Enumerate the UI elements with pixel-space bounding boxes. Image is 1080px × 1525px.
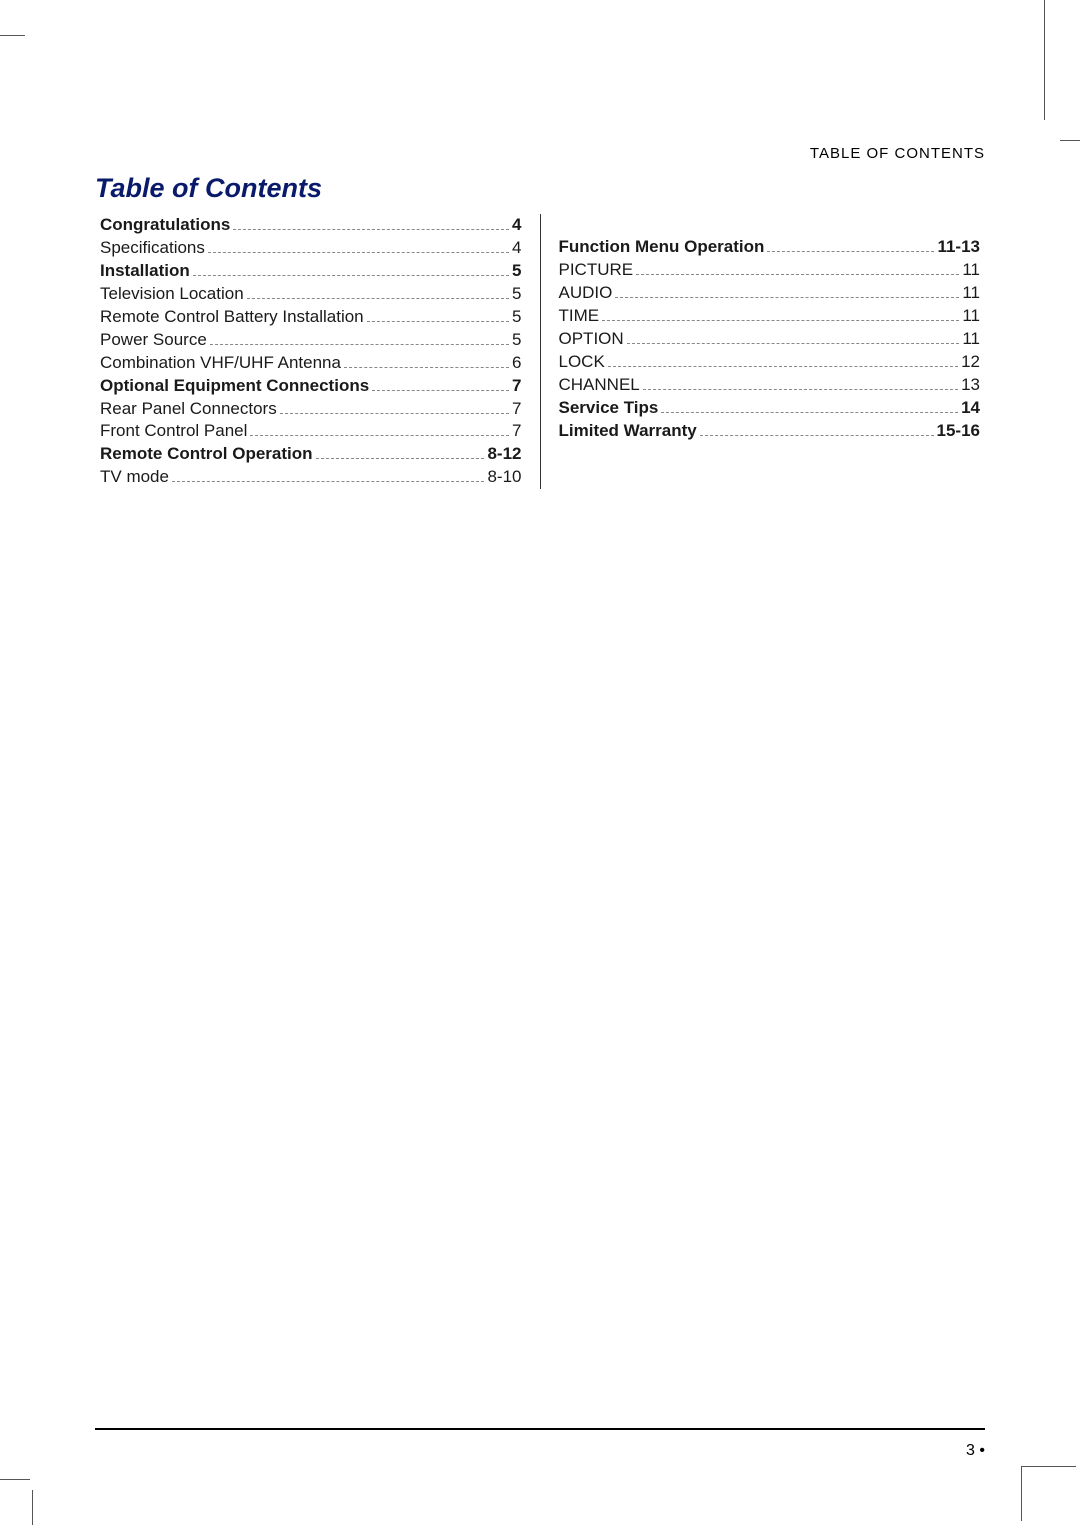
- toc-left-column: Congratulations4Specifications4Installat…: [95, 214, 541, 489]
- page-number-bullet: •: [975, 1442, 985, 1459]
- toc-row: Remote Control Battery Installation 5: [100, 306, 522, 329]
- toc-label: TV mode: [100, 466, 169, 489]
- toc-row: Installation 5: [100, 260, 522, 283]
- toc-label: Congratulations: [100, 214, 230, 237]
- toc-page: 8-10: [487, 466, 521, 489]
- toc-leader: [767, 251, 934, 252]
- toc-row: PICTURE 11: [559, 259, 981, 282]
- toc-page: 4: [512, 237, 521, 260]
- toc-leader: [700, 435, 934, 436]
- toc-right-column: Function Menu Operation11-13PICTURE11AUD…: [541, 214, 986, 489]
- toc-label: CHANNEL: [559, 374, 640, 397]
- toc-leader: [280, 413, 509, 414]
- toc-container: Congratulations4Specifications4Installat…: [95, 214, 985, 489]
- header-label: TABLE OF CONTENTS: [810, 145, 985, 162]
- toc-page: 5: [512, 329, 521, 352]
- crop-mark: [32, 1490, 33, 1525]
- toc-label: OPTION: [559, 328, 624, 351]
- toc-leader: [208, 252, 509, 253]
- toc-label: PICTURE: [559, 259, 634, 282]
- crop-mark: [1044, 0, 1045, 120]
- toc-leader: [615, 297, 959, 298]
- toc-page: 8-12: [487, 443, 521, 466]
- toc-label: Combination VHF/UHF Antenna: [100, 352, 341, 375]
- toc-leader: [636, 274, 959, 275]
- crop-mark: [1060, 140, 1080, 141]
- toc-row: Specifications 4: [100, 237, 522, 260]
- toc-label: TIME: [559, 305, 600, 328]
- toc-row: Front Control Panel 7: [100, 420, 522, 443]
- toc-leader: [367, 321, 509, 322]
- toc-row: Combination VHF/UHF Antenna 6: [100, 352, 522, 375]
- toc-label: Front Control Panel: [100, 420, 247, 443]
- toc-leader: [172, 481, 484, 482]
- toc-leader: [316, 458, 485, 459]
- toc-page: 4: [512, 214, 521, 237]
- toc-leader: [627, 343, 960, 344]
- toc-label: LOCK: [559, 351, 605, 374]
- toc-page: 11: [962, 259, 980, 282]
- toc-row: AUDIO 11: [559, 282, 981, 305]
- toc-row: Optional Equipment Connections 7: [100, 375, 522, 398]
- toc-leader: [247, 298, 509, 299]
- toc-page: 14: [961, 397, 980, 420]
- toc-label: Rear Panel Connectors: [100, 398, 277, 421]
- toc-page: 12: [961, 351, 980, 374]
- toc-leader: [602, 320, 959, 321]
- toc-page: 5: [512, 260, 521, 283]
- footer-rule: [95, 1428, 985, 1430]
- toc-leader: [643, 389, 958, 390]
- toc-label: Specifications: [100, 237, 205, 260]
- toc-row: TV mode 8-10: [100, 466, 522, 489]
- page-title: Table of Contents: [95, 173, 985, 204]
- page-number: 3 •: [966, 1442, 985, 1460]
- toc-row: Television Location 5: [100, 283, 522, 306]
- toc-page: 15-16: [937, 420, 980, 443]
- crop-mark: [0, 1479, 30, 1480]
- toc-page: 7: [512, 420, 521, 443]
- toc-page: 7: [512, 398, 521, 421]
- toc-page: 11: [962, 305, 980, 328]
- toc-label: Optional Equipment Connections: [100, 375, 369, 398]
- toc-label: AUDIO: [559, 282, 613, 305]
- toc-row: Congratulations 4: [100, 214, 522, 237]
- toc-leader: [233, 229, 509, 230]
- toc-leader: [210, 344, 509, 345]
- toc-label: Remote Control Operation: [100, 443, 313, 466]
- toc-page: 5: [512, 283, 521, 306]
- toc-row: CHANNEL 13: [559, 374, 981, 397]
- toc-label: Television Location: [100, 283, 244, 306]
- toc-label: Function Menu Operation: [559, 236, 765, 259]
- toc-label: Installation: [100, 260, 190, 283]
- toc-leader: [193, 275, 509, 276]
- toc-row: Limited Warranty 15-16: [559, 420, 981, 443]
- toc-leader: [661, 412, 958, 413]
- toc-label: Remote Control Battery Installation: [100, 306, 364, 329]
- toc-leader: [608, 366, 958, 367]
- toc-row: Rear Panel Connectors 7: [100, 398, 522, 421]
- toc-leader: [344, 367, 509, 368]
- page-number-value: 3: [966, 1442, 975, 1459]
- crop-mark: [0, 35, 25, 36]
- toc-row: Remote Control Operation 8-12: [100, 443, 522, 466]
- toc-page: 11: [962, 328, 980, 351]
- toc-row: Service Tips 14: [559, 397, 981, 420]
- toc-leader: [250, 435, 509, 436]
- toc-row: Power Source 5: [100, 329, 522, 352]
- toc-page: 6: [512, 352, 521, 375]
- toc-leader: [372, 390, 509, 391]
- toc-row: TIME 11: [559, 305, 981, 328]
- toc-row: LOCK 12: [559, 351, 981, 374]
- crop-mark: [1021, 1466, 1076, 1521]
- toc-label: Limited Warranty: [559, 420, 697, 443]
- toc-label: Power Source: [100, 329, 207, 352]
- toc-row: Function Menu Operation 11-13: [559, 236, 981, 259]
- toc-page: 5: [512, 306, 521, 329]
- toc-row: OPTION 11: [559, 328, 981, 351]
- toc-page: 13: [961, 374, 980, 397]
- toc-page: 11: [962, 282, 980, 305]
- toc-page: 7: [512, 375, 521, 398]
- toc-label: Service Tips: [559, 397, 659, 420]
- toc-page: 11-13: [937, 236, 980, 259]
